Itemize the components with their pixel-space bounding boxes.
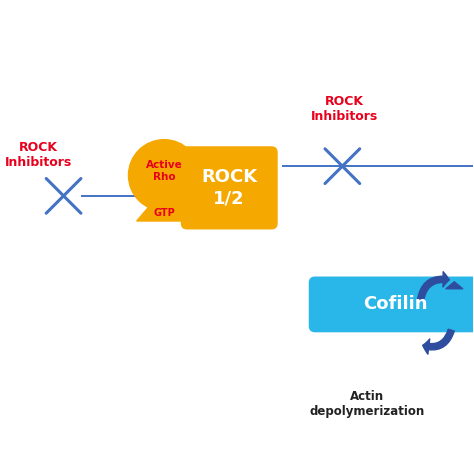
Text: Actin
depolymerization: Actin depolymerization bbox=[310, 390, 425, 418]
Text: ROCK
Inhibitors: ROCK Inhibitors bbox=[5, 141, 72, 169]
Text: Cofilin: Cofilin bbox=[363, 295, 427, 313]
FancyBboxPatch shape bbox=[182, 147, 277, 229]
FancyBboxPatch shape bbox=[310, 277, 474, 332]
Polygon shape bbox=[137, 189, 191, 221]
Text: GTP: GTP bbox=[153, 208, 175, 218]
Circle shape bbox=[128, 140, 200, 211]
Text: ROCK
Inhibitors: ROCK Inhibitors bbox=[311, 95, 378, 123]
Text: ROCK
1/2: ROCK 1/2 bbox=[201, 168, 257, 207]
Text: Active
Rho: Active Rho bbox=[146, 160, 182, 182]
